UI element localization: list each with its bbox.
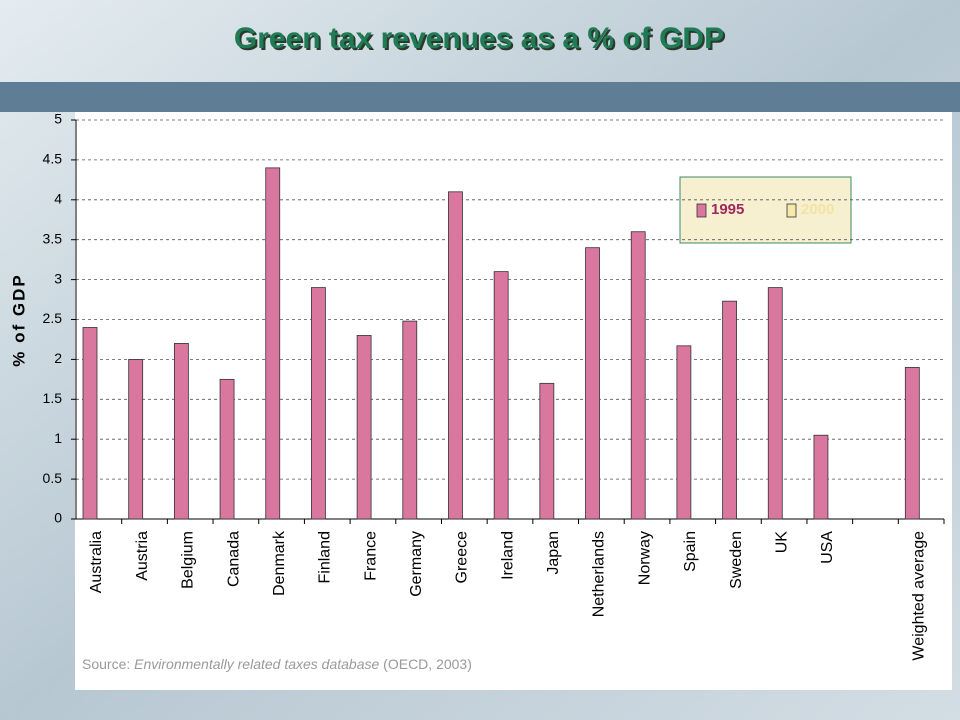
y-tick-label: 0.5: [43, 470, 63, 486]
x-tick-label: Weighted average: [911, 531, 928, 661]
title-shadow: Green tax revenues as a % of GDP: [236, 24, 726, 57]
band: [0, 82, 960, 112]
bar: [539, 382, 555, 520]
bar: [265, 167, 281, 520]
source-suffix: (OECD, 2003): [379, 656, 472, 672]
x-tick-label: Canada: [225, 531, 242, 587]
x-tick-label: France: [362, 531, 379, 581]
legend-swatch: [696, 203, 707, 218]
y-tick-label: 4.5: [43, 151, 63, 167]
x-tick-label: Denmark: [271, 530, 288, 596]
legend: [679, 176, 852, 244]
bar: [767, 287, 783, 520]
bar: [356, 335, 372, 520]
bar: [493, 271, 509, 520]
bar: [904, 366, 920, 520]
source: Source: Environmentally related taxes da…: [82, 656, 472, 672]
x-tick-label: Japan: [545, 531, 562, 575]
bar: [722, 300, 737, 520]
bar: [676, 345, 692, 520]
bar: [311, 287, 326, 520]
x-tick-label: Sweden: [728, 531, 745, 589]
x-tick-label: Finland: [317, 531, 334, 583]
bar: [585, 247, 600, 520]
bar: [128, 358, 144, 520]
x-tick-label: USA: [819, 531, 836, 564]
x-tick-label: Germany: [408, 531, 425, 597]
y-tick-label: 1.5: [43, 390, 63, 406]
y-tick-label: 4: [54, 191, 62, 207]
legend-label: 1995: [711, 201, 744, 218]
bar: [173, 343, 189, 520]
x-tick-label: Australia: [88, 531, 105, 593]
y-tick-label: 2.5: [43, 310, 63, 326]
bar: [402, 320, 418, 520]
chart-title: Green tax revenues as a % of GDP: [234, 22, 724, 55]
x-tick-label: Norway: [636, 531, 653, 585]
y-tick-label: 1: [54, 430, 62, 446]
legend-label: 2000: [801, 201, 834, 218]
y-tick-label: 3.5: [43, 230, 63, 246]
x-tick-label: Ireland: [499, 531, 516, 580]
x-tick-label: Belgium: [180, 531, 197, 589]
y-tick-label: 2: [54, 350, 62, 366]
x-tick-label: Greece: [454, 531, 471, 584]
bar: [219, 378, 235, 520]
x-tick-label: UK: [773, 531, 790, 554]
y-axis-label: % of GDP: [9, 273, 28, 366]
x-tick-label: Spain: [682, 531, 699, 572]
bar: [813, 434, 829, 520]
bar: [448, 191, 463, 520]
y-tick-label: 0: [54, 510, 62, 526]
y-tick-label: 5: [54, 111, 62, 127]
bar: [82, 327, 98, 520]
y-tick-label: 3: [54, 270, 62, 286]
x-tick-label: Netherlands: [591, 531, 608, 617]
bar: [630, 231, 646, 520]
source-prefix: Source:: [82, 656, 134, 672]
legend-swatch: [786, 203, 797, 218]
source-title: Environmentally related taxes database: [134, 656, 379, 672]
x-tick-label: Austria: [134, 531, 151, 581]
